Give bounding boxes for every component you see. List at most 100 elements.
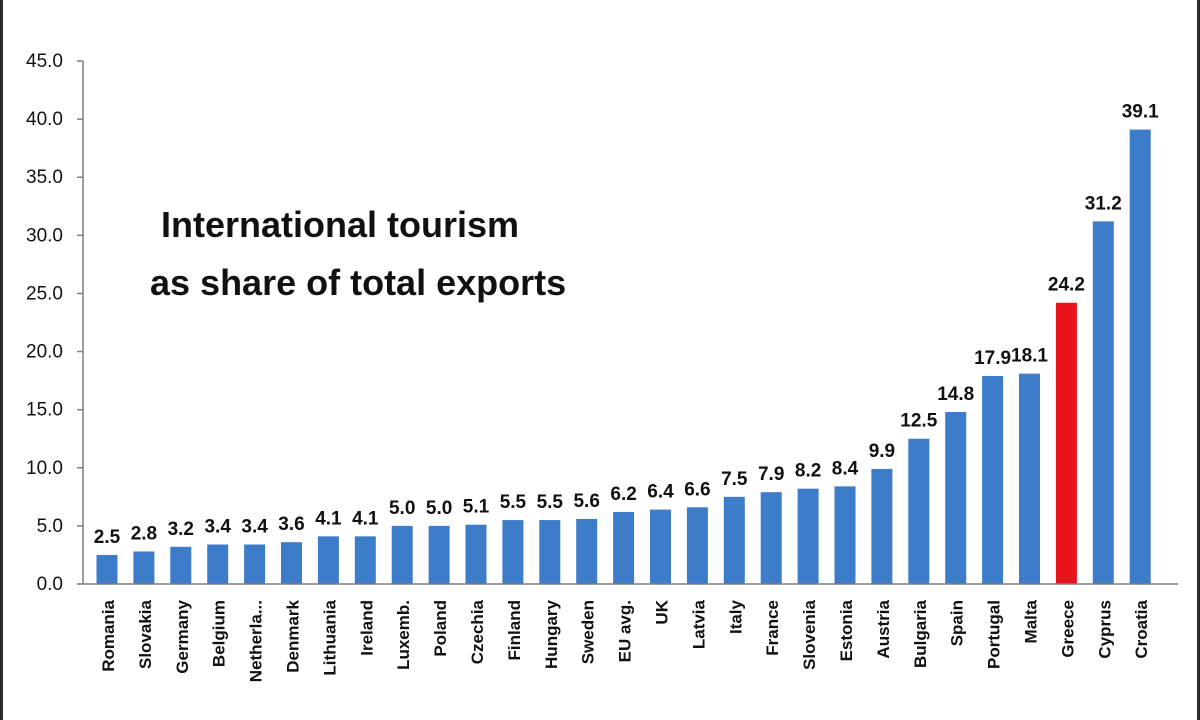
y-tick-label: 10.0	[26, 458, 63, 479]
data-label: 24.2	[1048, 275, 1085, 296]
x-tick-label: Austria	[874, 599, 893, 658]
bar	[96, 554, 118, 584]
chart-title-line-2: as share of total exports	[150, 262, 567, 303]
x-axis: Romania Slovakia Germany Belgium Netherla...…	[99, 599, 1151, 682]
data-label: 6.6	[684, 479, 710, 500]
data-label: 3.4	[204, 516, 231, 537]
bar	[908, 438, 930, 584]
x-tick-label: Spain	[948, 600, 967, 646]
data-label: 18.1	[1011, 346, 1048, 367]
data-label: 7.5	[721, 469, 748, 490]
x-tick-label: Ireland	[357, 600, 376, 656]
bar	[797, 488, 819, 584]
bar	[723, 496, 745, 584]
x-tick-label: France	[763, 600, 782, 656]
bar	[281, 542, 302, 584]
data-label: 14.8	[937, 384, 974, 405]
bar	[576, 518, 598, 584]
x-tick-label: Lithuania	[320, 599, 339, 675]
data-label: 3.6	[278, 514, 304, 535]
bar-series	[96, 129, 1151, 585]
chart-title-line-1: International tourism	[160, 204, 520, 245]
x-tick-label: Cyprus	[1095, 600, 1114, 659]
x-tick-label: Czechia	[468, 599, 487, 664]
bar	[170, 546, 192, 584]
bar	[354, 536, 376, 584]
x-tick-label: UK	[653, 599, 672, 624]
bar	[502, 520, 524, 584]
x-tick-label: Italy	[726, 599, 745, 634]
data-label: 6.2	[610, 484, 636, 505]
data-labels: 2.5 2.8 3.2 3.4 3.4 3.6 4.1 4.1 5.0 5.0 5.1 5.5 5.5 5…	[94, 102, 1159, 548]
y-tick-label: 25.0	[26, 283, 63, 304]
data-label: 6.4	[647, 482, 674, 503]
bar	[1055, 302, 1077, 584]
bar	[613, 511, 635, 584]
bar	[391, 525, 413, 584]
y-tick-label: 35.0	[26, 167, 63, 188]
bar	[982, 375, 1004, 584]
data-label: 8.4	[832, 458, 859, 479]
bar	[760, 492, 782, 584]
x-tick-label: Estonia	[837, 599, 856, 661]
x-tick-label: Poland	[431, 600, 450, 657]
y-tick-label: 20.0	[26, 342, 63, 363]
right-frame-border	[1197, 0, 1200, 720]
y-tick-label: 40.0	[26, 109, 63, 130]
y-tick-label: 30.0	[26, 225, 63, 246]
bar	[244, 544, 266, 584]
data-label: 7.9	[758, 464, 784, 485]
x-tick-label: Latvia	[689, 599, 708, 649]
x-tick-label: Slovenia	[800, 599, 819, 669]
x-tick-label: Portugal	[985, 600, 1004, 669]
bar	[1019, 373, 1040, 584]
data-label: 31.2	[1085, 193, 1122, 214]
x-tick-label: EU avg.	[616, 600, 635, 662]
y-tick-label: 45.0	[26, 51, 63, 72]
bar	[686, 507, 708, 584]
bar	[650, 509, 671, 584]
bar	[428, 525, 450, 584]
x-tick-label: Croatia	[1132, 599, 1151, 658]
data-label: 4.1	[315, 508, 342, 529]
x-tick-label: Denmark	[284, 599, 303, 672]
x-tick-label: Germany	[173, 599, 192, 673]
data-label: 5.0	[426, 498, 452, 519]
data-label: 2.5	[94, 527, 121, 548]
x-tick-label: Malta	[1022, 599, 1041, 643]
y-tick-label: 0.0	[37, 574, 63, 595]
data-label: 5.5	[537, 492, 564, 513]
y-axis: 0.0 5.0 10.0 15.0 20.0 25.0 30.0 35.0 40.0 45.0	[26, 51, 83, 595]
data-label: 39.1	[1122, 102, 1159, 123]
bar	[945, 411, 967, 584]
data-label: 5.0	[389, 498, 415, 519]
chart-title: International tourism as share of total …	[150, 196, 567, 312]
x-tick-label: Slovakia	[136, 599, 155, 669]
x-tick-label: Belgium	[210, 600, 229, 667]
x-tick-label: Finland	[505, 600, 524, 660]
x-tick-label: Hungary	[542, 599, 561, 669]
data-label: 5.5	[500, 492, 527, 513]
data-label: 3.4	[241, 516, 268, 537]
x-tick-label: Luxemb.	[394, 600, 413, 670]
data-label: 8.2	[795, 461, 821, 482]
bar	[207, 544, 229, 584]
data-label: 12.5	[900, 411, 937, 432]
y-tick-label: 5.0	[37, 516, 63, 537]
bar	[317, 536, 339, 584]
data-label: 5.6	[573, 491, 599, 512]
data-label: 17.9	[974, 348, 1011, 369]
bar	[871, 468, 893, 584]
left-frame-border	[0, 0, 3, 720]
bar	[133, 551, 155, 584]
data-label: 3.2	[168, 519, 194, 540]
data-label: 9.9	[869, 441, 895, 462]
x-tick-label: Netherla...	[247, 600, 266, 682]
bar	[539, 520, 561, 584]
x-tick-label: Greece	[1058, 600, 1077, 658]
x-tick-label: Bulgaria	[911, 599, 930, 668]
x-tick-label: Sweden	[579, 600, 598, 664]
data-label: 2.8	[131, 523, 157, 544]
x-tick-label: Romania	[99, 599, 118, 671]
